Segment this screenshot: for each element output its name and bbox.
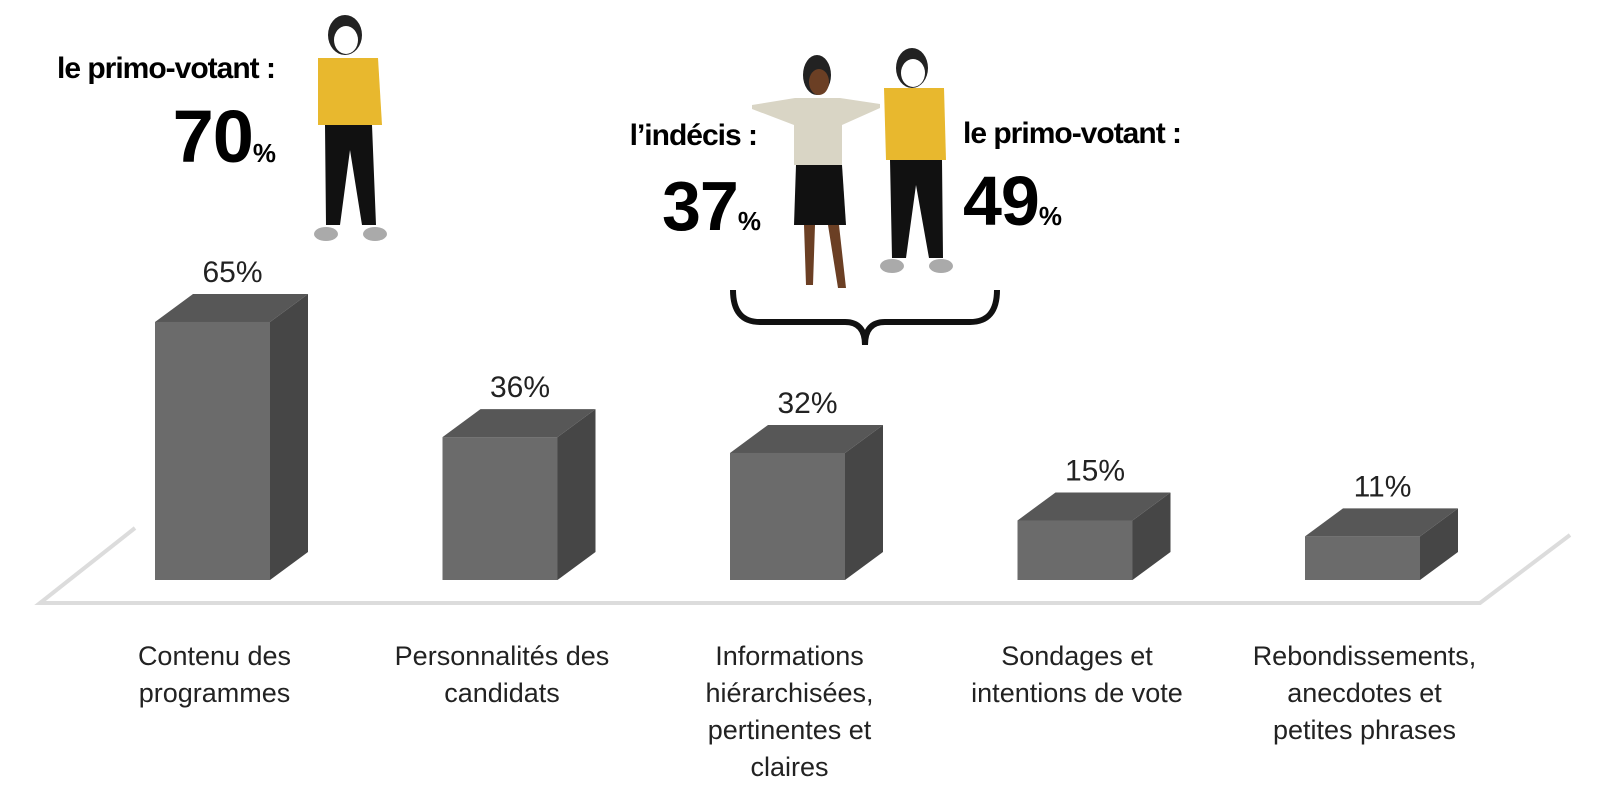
value-label: 36% bbox=[490, 371, 550, 404]
bar-top bbox=[442, 409, 596, 438]
annotation-value: 49% bbox=[963, 162, 1062, 240]
bar bbox=[1305, 536, 1420, 580]
category-label: Sondages et intentions de vote bbox=[971, 641, 1183, 708]
brace bbox=[730, 289, 1000, 346]
figure-primo-votant bbox=[314, 15, 387, 241]
bar bbox=[442, 437, 558, 580]
bar bbox=[1017, 520, 1133, 580]
annotation-unit: % bbox=[253, 138, 276, 168]
bar bbox=[730, 452, 845, 580]
annotation-number: 49 bbox=[963, 162, 1039, 240]
annotation-number: 70 bbox=[173, 95, 253, 178]
category-label: Informations hiérarchisées, pertinentes … bbox=[705, 641, 874, 782]
bar-side bbox=[557, 409, 596, 580]
bar-side bbox=[845, 424, 883, 580]
annotation-unit: % bbox=[738, 206, 761, 236]
annotation-value: 70% bbox=[173, 95, 276, 178]
category-label: Rebondissements, anecdotes et petites ph… bbox=[1252, 641, 1477, 745]
value-label: 11% bbox=[1354, 470, 1412, 503]
figure-indecis bbox=[752, 55, 880, 288]
annotation-label: le primo-votant : bbox=[57, 52, 275, 85]
bar-top bbox=[1017, 492, 1171, 521]
value-label: 15% bbox=[1065, 454, 1125, 487]
category-label: Contenu des programmes bbox=[137, 641, 292, 708]
annotation-label: le primo-votant : bbox=[963, 117, 1181, 150]
bar-side bbox=[270, 293, 308, 580]
bar bbox=[155, 321, 270, 580]
category-label: Personnalités des candidats bbox=[394, 641, 610, 708]
annotation-value: 37% bbox=[662, 167, 761, 245]
bar-top bbox=[1305, 508, 1458, 537]
annotation-unit: % bbox=[1039, 201, 1062, 231]
bar-top bbox=[155, 293, 308, 322]
bar-top bbox=[730, 424, 883, 453]
value-label: 65% bbox=[202, 256, 262, 289]
figure-primo-votant-2 bbox=[880, 48, 953, 273]
bar-side bbox=[1132, 492, 1171, 580]
bar-side bbox=[1420, 508, 1458, 580]
floor bbox=[34, 526, 1572, 605]
annotation-label: l’indécis : bbox=[630, 119, 757, 152]
annotation-number: 37 bbox=[662, 167, 738, 245]
value-label: 32% bbox=[777, 387, 837, 420]
